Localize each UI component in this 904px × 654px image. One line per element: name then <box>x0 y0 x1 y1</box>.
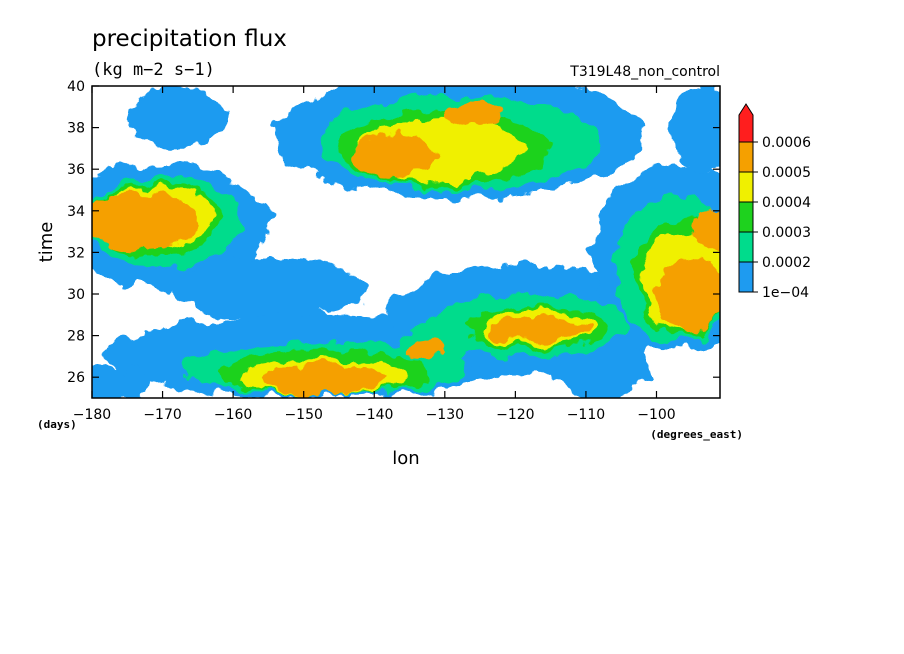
x-tick-label: −140 <box>355 407 393 423</box>
colorbar-swatch <box>738 261 754 293</box>
precip-cell <box>353 131 438 178</box>
x-axis-units: (degrees_east) <box>650 428 743 441</box>
y-axis-label: time <box>36 222 57 263</box>
colorbar: 1e−04 0.0002 0.0003 0.0004 0.0005 0.0006 <box>738 103 811 301</box>
x-tick-label: −110 <box>567 407 605 423</box>
precipitation-field <box>92 86 720 398</box>
precip-cell <box>402 339 445 361</box>
colorbar-swatch <box>738 201 754 233</box>
colorbar-swatch <box>738 231 754 263</box>
precip-cell <box>92 192 198 251</box>
contour-layer-5 <box>92 98 720 396</box>
precip-cell <box>261 362 389 396</box>
x-tick-label: −120 <box>496 407 534 423</box>
y-tick-label: 28 <box>67 329 85 345</box>
chart-title: precipitation flux <box>92 26 287 52</box>
y-tick-label: 30 <box>67 287 85 303</box>
y-tick-label: 26 <box>67 370 85 386</box>
colorbar-swatch <box>738 171 754 203</box>
precip-cell <box>656 256 720 332</box>
colorbar-label: 0.0004 <box>762 195 811 211</box>
colorbar-label: 0.0003 <box>762 225 811 241</box>
colorbar-label: 0.0006 <box>762 135 811 151</box>
y-tick-label: 38 <box>67 121 85 137</box>
x-axis-label: lon <box>392 448 419 469</box>
x-tick-label: −170 <box>143 407 181 423</box>
colorbar-extend-arrow <box>738 103 754 143</box>
y-axis-ticks: 26 28 30 32 34 36 38 40 <box>67 79 720 386</box>
precip-cell <box>169 256 368 319</box>
plot-frame <box>91 85 721 399</box>
y-tick-label: 36 <box>67 162 85 178</box>
precip-cell <box>444 98 502 128</box>
x-tick-label: −180 <box>73 407 111 423</box>
precip-cell <box>127 86 227 149</box>
y-axis-units: (days) <box>37 418 77 431</box>
x-tick-label: −130 <box>426 407 464 423</box>
colorbar-label: 0.0002 <box>762 255 811 271</box>
precip-cell <box>92 364 149 398</box>
x-axis-ticks: −180 −170 −160 −150 −140 −130 −120 −110 −100 <box>73 86 676 423</box>
precip-cell <box>670 86 720 170</box>
precip-cell <box>691 206 720 249</box>
y-tick-label: 32 <box>67 245 85 261</box>
run-label: T319L48_non_control <box>569 64 720 80</box>
colorbar-label: 0.0005 <box>762 165 811 181</box>
colorbar-label: 1e−04 <box>762 285 809 301</box>
chart-units: (kg m−2 s−1) <box>92 60 215 80</box>
y-tick-label: 40 <box>67 79 85 95</box>
x-tick-label: −160 <box>214 407 252 423</box>
y-tick-label: 34 <box>67 204 85 220</box>
colorbar-swatch <box>738 141 754 173</box>
x-tick-label: −150 <box>284 407 322 423</box>
x-tick-label: −100 <box>637 407 675 423</box>
precip-cell <box>487 318 586 340</box>
